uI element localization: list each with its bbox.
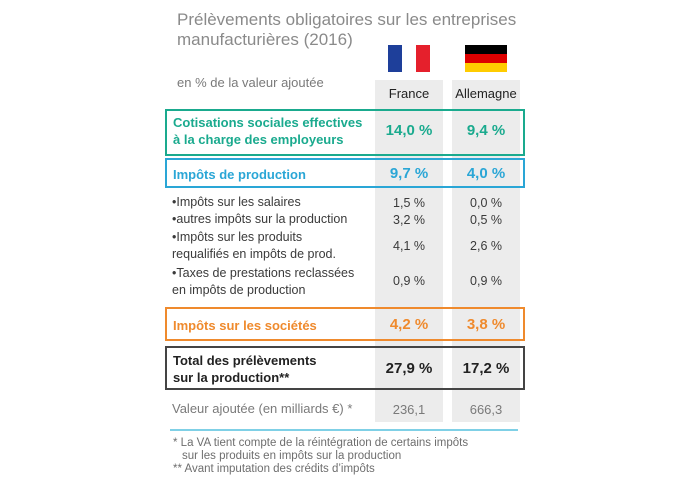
cotisations-row-box <box>165 109 525 156</box>
column-header-france: France <box>388 86 430 101</box>
chart-title: Prélèvements obligatoires sur les entrep… <box>177 10 517 49</box>
total-label-line-2: sur la production** <box>173 370 290 385</box>
sub-row-autres-label: •autres impôts sur la production <box>172 212 348 226</box>
impots-societes-france-value: 4,2 % <box>389 316 429 333</box>
flag-germany-icon <box>465 45 507 72</box>
total-germany-value: 17,2 % <box>462 360 510 377</box>
total-row-box <box>165 346 525 390</box>
cotisations-label-line-1: Cotisations sociales effectives <box>173 115 363 130</box>
footnote-va-line-2: sur les produits en impôts sur la produc… <box>182 450 402 462</box>
total-label: Total des prélèvements sur la production… <box>173 352 317 386</box>
sub-row-taxes-label-line-2: en impôts de production <box>172 283 306 297</box>
footnotes: * La VA tient compte de la réintégration… <box>173 437 468 476</box>
impots-societes-label: Impôts sur les sociétés <box>173 318 317 333</box>
flag-france-icon <box>388 45 430 72</box>
cotisations-label-line-2: à la charge des employeurs <box>173 132 344 147</box>
sub-row-taxes-france-value: 0,9 % <box>393 274 425 288</box>
sub-row-taxes-label-line-1: •Taxes de prestations reclassées <box>172 266 355 280</box>
impots-societes-germany-value: 3,8 % <box>466 316 506 333</box>
valeur-ajoutee-germany-value: 666,3 <box>469 402 503 417</box>
sub-row-salaires-germany-value: 0,0 % <box>470 196 502 210</box>
valeur-ajoutee-france-value: 236,1 <box>392 402 426 417</box>
impots-societes-row-box <box>165 307 525 341</box>
sub-row-produits-germany-value: 2,6 % <box>470 239 502 253</box>
total-france-value: 27,9 % <box>385 360 433 377</box>
impots-production-france-value: 9,7 % <box>389 165 429 182</box>
sub-row-autres-germany-value: 0,5 % <box>470 213 502 227</box>
sub-row-produits-label-line-1: •Impôts sur les produits <box>172 230 303 244</box>
unit-label: en % de la valeur ajoutée <box>177 75 324 90</box>
total-label-line-1: Total des prélèvements <box>173 353 317 368</box>
impots-production-label: Impôts de production <box>173 167 306 182</box>
footnote-divider <box>170 429 518 431</box>
sub-row-salaires-label: •Impôts sur les salaires <box>172 195 301 209</box>
germany-column-background <box>452 80 520 422</box>
sub-row-autres-france-value: 3,2 % <box>393 213 425 227</box>
footnote-credits: ** Avant imputation des crédits d’impôts <box>173 463 375 475</box>
sub-row-produits-france-value: 4,1 % <box>393 239 425 253</box>
cotisations-germany-value: 9,4 % <box>466 122 506 139</box>
impots-production-row-box <box>165 158 525 188</box>
footnote-va-line-1: * La VA tient compte de la réintégration… <box>173 437 469 449</box>
cotisations-label: Cotisations sociales effectives à la cha… <box>173 114 362 148</box>
impots-production-germany-value: 4,0 % <box>466 165 506 182</box>
column-header-germany: Allemagne <box>455 86 517 101</box>
sub-row-taxes-germany-value: 0,9 % <box>470 274 502 288</box>
sub-row-salaires-france-value: 1,5 % <box>393 196 425 210</box>
sub-row-produits-label: •Impôts sur les produits requalifiés en … <box>172 229 336 263</box>
france-column-background <box>375 80 443 422</box>
valeur-ajoutee-label: Valeur ajoutée (en milliards €) * <box>172 401 353 416</box>
cotisations-france-value: 14,0 % <box>385 122 433 139</box>
sub-row-taxes-label: •Taxes de prestations reclassées en impô… <box>172 265 354 299</box>
sub-row-produits-label-line-2: requalifiés en impôts de prod. <box>172 247 336 261</box>
